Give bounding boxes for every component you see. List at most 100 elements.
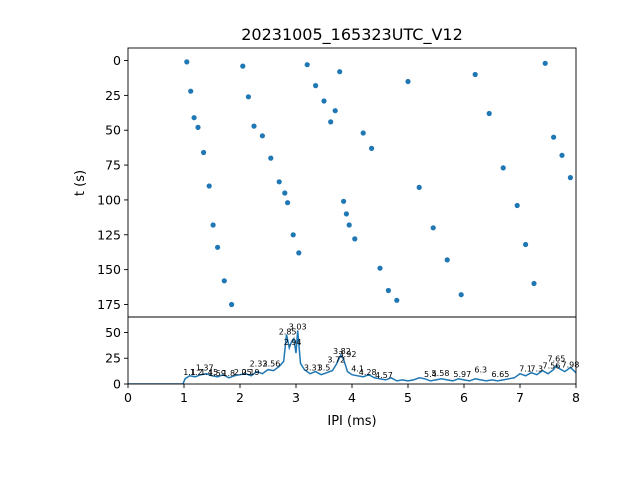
x-tick-label: 7 bbox=[516, 390, 524, 405]
scatter-point bbox=[282, 190, 288, 196]
scatter-point bbox=[321, 98, 327, 104]
x-tick-label: 1 bbox=[180, 390, 188, 405]
y-tick-label: 75 bbox=[105, 158, 121, 173]
scatter-point bbox=[195, 124, 201, 130]
scatter-point bbox=[341, 198, 347, 204]
peak-label: 3.92 bbox=[339, 350, 357, 359]
peak-label: 1.1 bbox=[183, 368, 196, 377]
y-tick-label: 25 bbox=[105, 351, 121, 366]
scatter-point bbox=[215, 244, 221, 250]
scatter-point bbox=[394, 297, 400, 303]
scatter-point bbox=[206, 183, 212, 189]
peak-label: 2.56 bbox=[262, 360, 280, 369]
peak-label: 1.2 bbox=[190, 368, 203, 377]
scatter-point bbox=[332, 108, 338, 114]
y-tick-label: 25 bbox=[105, 88, 121, 103]
scatter-point bbox=[313, 83, 319, 89]
peak-label: 7.98 bbox=[561, 361, 579, 370]
scatter-point bbox=[221, 278, 227, 284]
x-tick-label: 2 bbox=[236, 390, 244, 405]
peak-label: 7.1 bbox=[519, 365, 532, 374]
scatter-point bbox=[523, 241, 529, 248]
scatter-point bbox=[285, 200, 291, 206]
scatter-point bbox=[531, 280, 537, 287]
y-tick-label: 0 bbox=[113, 377, 121, 392]
top-y-axis-label: t (s) bbox=[73, 170, 88, 196]
scatter-point bbox=[240, 63, 246, 69]
peak-label: 3.82 bbox=[333, 347, 351, 356]
scatter-point bbox=[229, 301, 235, 308]
scatter-point bbox=[276, 179, 282, 185]
scatter-point bbox=[542, 60, 548, 66]
scatter-point bbox=[201, 149, 207, 156]
x-tick-label: 5 bbox=[404, 390, 412, 405]
scatter-point bbox=[328, 119, 334, 125]
y-tick-label: 50 bbox=[105, 325, 121, 340]
scatter-point bbox=[352, 236, 358, 242]
scatter-point bbox=[385, 287, 391, 294]
histogram-line bbox=[128, 330, 576, 384]
scatter-point bbox=[290, 232, 296, 238]
peak-label: 4.1 bbox=[351, 365, 364, 374]
peak-label: 6.3 bbox=[474, 366, 487, 375]
peak-label: 2.19 bbox=[242, 368, 260, 377]
peak-label: 2.94 bbox=[284, 338, 302, 347]
scatter-point bbox=[259, 133, 265, 139]
peak-label: 2.33 bbox=[250, 360, 268, 369]
chart-title: 20231005_165323UTC_V12 bbox=[241, 25, 463, 45]
peak-label: 3.31 bbox=[304, 364, 322, 373]
peak-label: 7.56 bbox=[542, 362, 560, 371]
peak-label: 2.05 bbox=[234, 368, 252, 377]
scatter-point bbox=[346, 222, 352, 228]
x-tick-label: 8 bbox=[572, 390, 580, 405]
raster-plot bbox=[184, 59, 574, 308]
scatter-point bbox=[245, 94, 251, 100]
scatter-point bbox=[444, 257, 450, 263]
x-tick-label: 0 bbox=[124, 390, 132, 405]
scatter-point bbox=[188, 88, 194, 94]
x-tick-label: 6 bbox=[460, 390, 468, 405]
scatter-point bbox=[567, 175, 574, 181]
scatter-point bbox=[472, 71, 478, 78]
scatter-point bbox=[296, 250, 302, 256]
scatter-point bbox=[559, 152, 565, 158]
scatter-point bbox=[191, 115, 197, 121]
y-tick-label: 175 bbox=[97, 297, 121, 312]
peak-label: 3.5 bbox=[318, 364, 331, 373]
peak-label: 3.03 bbox=[289, 322, 307, 331]
peak-label: 7.65 bbox=[547, 354, 565, 363]
scatter-point bbox=[405, 78, 411, 85]
scatter-point bbox=[210, 222, 216, 228]
scatter-point bbox=[430, 225, 436, 231]
peak-label: 6.65 bbox=[491, 370, 509, 379]
scatter-point bbox=[369, 145, 375, 151]
scatter-point bbox=[337, 69, 343, 75]
peak-label: 7.3 bbox=[530, 365, 543, 374]
scatter-point bbox=[360, 130, 366, 136]
scatter-point bbox=[416, 184, 422, 190]
scatter-point bbox=[343, 211, 349, 217]
peak-label-layer: 1.11.21.371.451.591.82.052.192.332.56 2.8… bbox=[183, 322, 579, 379]
scatter-point bbox=[184, 59, 190, 65]
peak-label: 5.97 bbox=[453, 370, 471, 379]
peak-label: 1.37 bbox=[196, 364, 214, 373]
scatter-point bbox=[251, 123, 257, 129]
peak-label: 1.59 bbox=[208, 369, 226, 378]
scatter-point bbox=[500, 165, 506, 171]
bottom-x-axis: 0 1 2 3 4 5 6 7 8 bbox=[124, 384, 580, 405]
peak-label: 1.45 bbox=[200, 368, 218, 377]
bottom-x-axis-label: IPI (ms) bbox=[327, 414, 376, 429]
x-tick-label: 4 bbox=[348, 390, 356, 405]
top-y-axis: 0 25 50 75 100 125 150 175 bbox=[97, 53, 128, 312]
scatter-point bbox=[268, 155, 274, 161]
peak-label: 5.4 bbox=[424, 370, 437, 379]
y-tick-label: 150 bbox=[97, 262, 121, 277]
peak-label: 3.72 bbox=[327, 355, 345, 364]
peak-label: 2.85 bbox=[279, 328, 297, 337]
scatter-point bbox=[514, 202, 520, 209]
peak-label: 4.28 bbox=[359, 368, 377, 377]
scatter-point bbox=[377, 265, 383, 271]
peak-label: 5.58 bbox=[432, 369, 450, 378]
